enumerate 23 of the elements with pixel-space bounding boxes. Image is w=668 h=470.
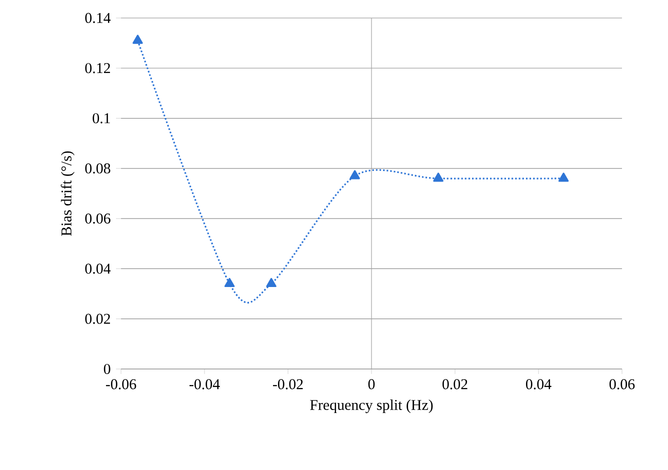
y-tick-label: 0.14: [85, 12, 111, 24]
y-tick-label: 0.08: [85, 163, 110, 174]
x-tick-label: -0.02: [272, 379, 303, 390]
x-tick-label: -0.06: [106, 379, 136, 390]
y-tick-label: 0.1: [92, 113, 110, 124]
x-tick-label: -0.04: [189, 379, 220, 390]
x-tick-label: 0.02: [442, 379, 468, 390]
y-tick-label: 0.02: [85, 314, 110, 324]
point: [224, 278, 235, 288]
x-tick-label: 0.04: [526, 379, 552, 390]
y-tick-label: 0.04: [85, 264, 111, 274]
y-tick-label: 0: [104, 364, 110, 374]
x-tick-label: 0.06: [609, 379, 635, 390]
point: [433, 172, 444, 182]
y-tick-label: 0.12: [85, 63, 110, 74]
y-tick-label: 0.06: [85, 213, 110, 224]
x-axis-title: Frequency split (Hz): [310, 400, 433, 414]
point: [350, 170, 360, 180]
point: [132, 34, 143, 44]
point: [266, 278, 276, 288]
x-tick-label: 0: [368, 379, 375, 390]
y-axis-title: Bias drift (°/s): [60, 151, 75, 236]
point: [558, 172, 569, 182]
